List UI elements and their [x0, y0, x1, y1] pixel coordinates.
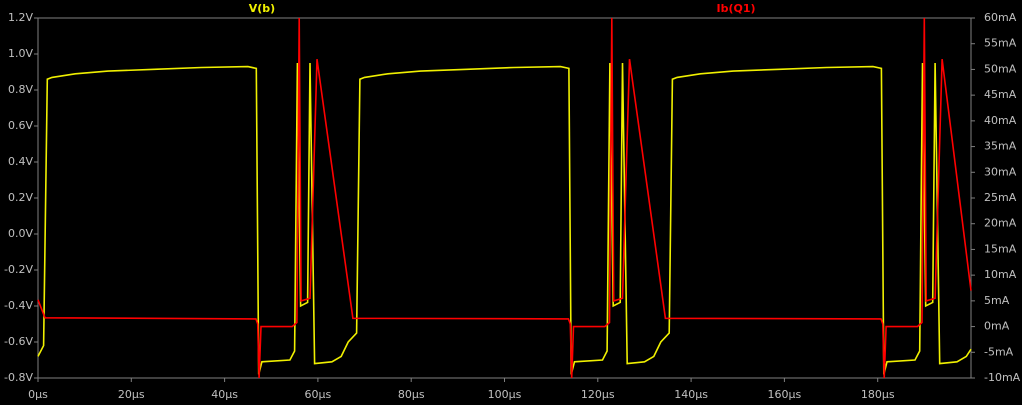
x-tick-label: 40µs	[211, 388, 238, 401]
x-tick-label: 80µs	[398, 388, 425, 401]
series-line	[37, 62, 972, 375]
y2-tick-label: 25mA	[984, 191, 1017, 204]
y2-tick-label: 0mA	[984, 320, 1010, 333]
y-tick-label: 0.2V	[8, 191, 33, 204]
y-tick-label: 1.2V	[8, 11, 33, 24]
x-tick-label: 140µs	[674, 388, 708, 401]
x-tick-label: 180µs	[861, 388, 895, 401]
x-tick-label: 160µs	[768, 388, 802, 401]
y2-tick-label: 20mA	[984, 217, 1017, 230]
y-tick-label: 1.0V	[8, 47, 33, 60]
legend-label: V(b)	[249, 2, 275, 15]
y-tick-label: 0.4V	[8, 155, 33, 168]
series-line	[37, 17, 972, 379]
y-tick-label: -0.6V	[4, 335, 33, 348]
y2-tick-label: 15mA	[984, 242, 1017, 255]
x-tick-label: 0µs	[28, 388, 48, 401]
plot-frame	[37, 17, 972, 379]
y2-tick-label: 50mA	[984, 62, 1017, 75]
y2-tick-label: -5mA	[984, 345, 1014, 358]
y2-tick-label: -10mA	[984, 371, 1021, 384]
x-tick-label: 20µs	[118, 388, 145, 401]
y-tick-label: 0.8V	[8, 83, 33, 96]
y2-tick-label: 55mA	[984, 37, 1017, 50]
y-tick-label: -0.2V	[4, 263, 33, 276]
y-tick-label: 0.0V	[8, 227, 33, 240]
x-tick-label: 100µs	[488, 388, 522, 401]
y-tick-label: 0.6V	[8, 119, 33, 132]
x-tick-label: 120µs	[581, 388, 615, 401]
y2-tick-label: 10mA	[984, 268, 1017, 281]
legend-label: Ib(Q1)	[716, 2, 755, 15]
y-tick-label: -0.8V	[4, 371, 33, 384]
y2-tick-label: 30mA	[984, 165, 1017, 178]
y2-tick-label: 35mA	[984, 140, 1017, 153]
y2-tick-label: 45mA	[984, 88, 1017, 101]
y-tick-label: -0.4V	[4, 299, 33, 312]
x-tick-label: 60µs	[305, 388, 332, 401]
y2-tick-label: 60mA	[984, 11, 1017, 24]
y2-tick-label: 5mA	[984, 294, 1010, 307]
y2-tick-label: 40mA	[984, 114, 1017, 127]
